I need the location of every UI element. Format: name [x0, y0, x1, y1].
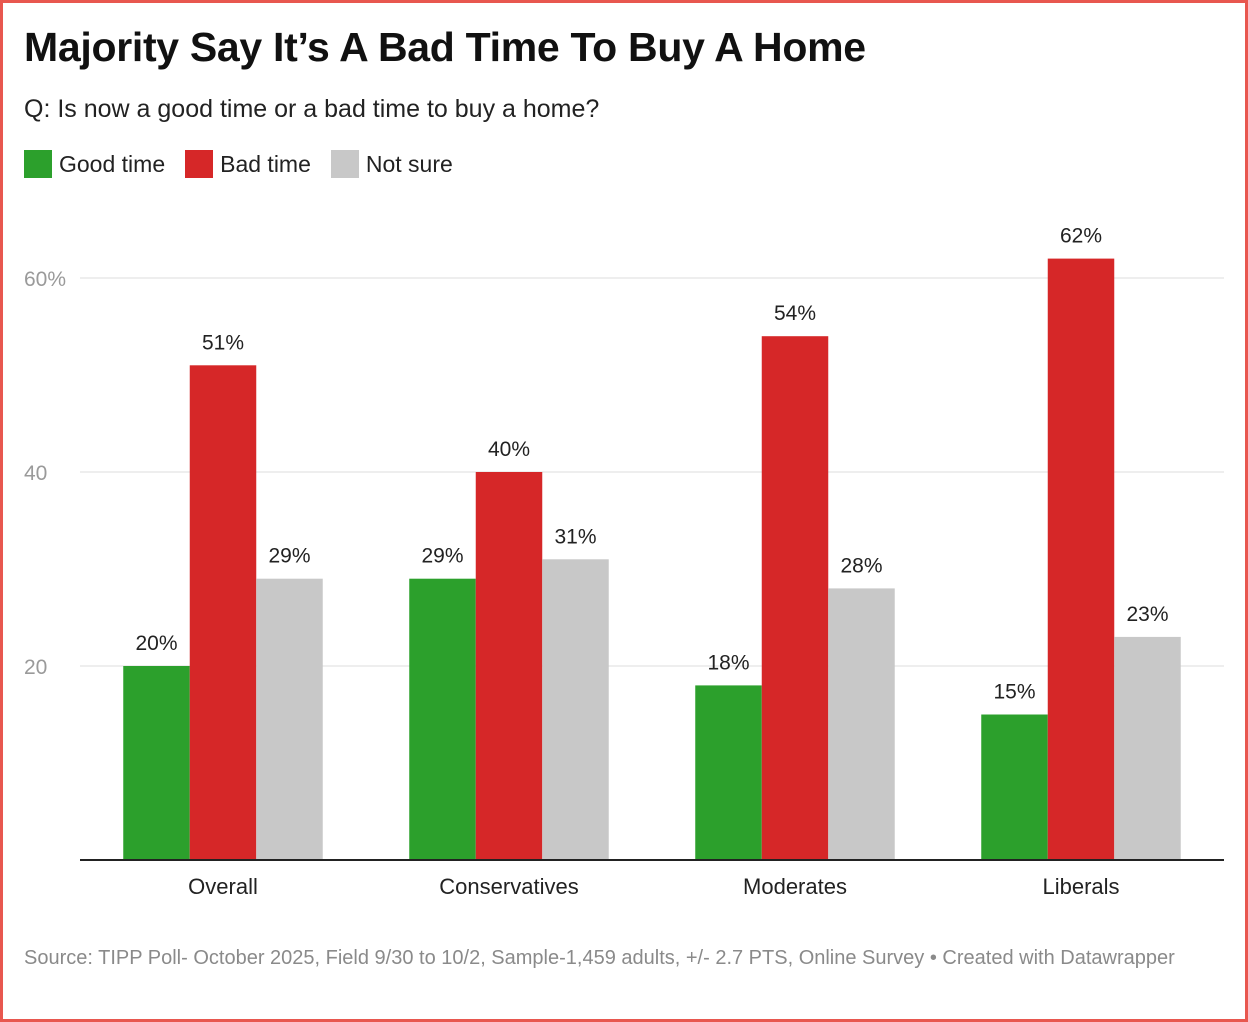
data-label-good-time-conservatives: 29% [421, 545, 463, 568]
legend-item-not-sure: Not sure [330, 150, 453, 178]
x-tick-label-moderates: Moderates [743, 874, 847, 899]
legend-swatch-not-sure [330, 150, 359, 178]
data-label-good-time-liberals: 15% [993, 681, 1035, 704]
bar-good-time-liberals [981, 714, 1048, 860]
bar-chart: 20 40 60% 20% 51% 29% Overall 29% 40% 31% Conserva… [24, 225, 1224, 899]
bar-not-sure-liberals [1114, 636, 1181, 860]
data-label-not-sure-conservatives: 31% [554, 525, 596, 548]
bar-not-sure-moderates [828, 588, 895, 860]
legend: Good time Bad time Not sure [24, 150, 453, 178]
x-tick-label-conservatives: Conservatives [439, 874, 578, 899]
data-label-bad-time-moderates: 54% [774, 302, 816, 325]
data-label-not-sure-liberals: 23% [1126, 603, 1168, 626]
legend-label-good-time: Good time [59, 150, 166, 177]
data-label-bad-time-overall: 51% [202, 331, 244, 354]
data-label-bad-time-liberals: 62% [1060, 225, 1102, 248]
legend-swatch-good-time [24, 150, 52, 178]
bar-bad-time-moderates [761, 336, 829, 860]
x-tick-label-liberals: Liberals [1042, 874, 1119, 899]
bar-bad-time-overall [189, 365, 257, 860]
data-label-bad-time-conservatives: 40% [488, 438, 530, 461]
data-label-not-sure-moderates: 28% [840, 554, 882, 577]
bar-not-sure-conservatives [542, 559, 609, 860]
bar-bad-time-liberals [1047, 258, 1115, 861]
y-tick-label-60: 60% [24, 268, 66, 291]
legend-label-not-sure: Not sure [365, 150, 453, 177]
data-label-not-sure-overall: 29% [268, 545, 310, 568]
data-label-good-time-overall: 20% [135, 632, 177, 655]
data-label-good-time-moderates: 18% [707, 651, 749, 674]
x-tick-label-overall: Overall [188, 874, 258, 899]
legend-item-good-time: Good time [24, 150, 165, 178]
source-note: Source: TIPP Poll- October 2025, Field 9… [24, 947, 1175, 969]
bar-good-time-conservatives [409, 578, 476, 860]
legend-swatch-bad-time [185, 150, 214, 178]
legend-item-bad-time: Bad time [185, 150, 311, 178]
bar-not-sure-overall [256, 578, 323, 860]
bar-good-time-moderates [695, 685, 762, 860]
chart-subtitle: Q: Is now a good time or a bad time to b… [24, 95, 600, 123]
bar-good-time-overall [123, 666, 190, 860]
legend-label-bad-time: Bad time [220, 150, 311, 177]
chart-title: Majority Say It’s A Bad Time To Buy A Ho… [24, 24, 866, 70]
bar-bad-time-conservatives [475, 472, 543, 860]
y-tick-label-40: 40 [24, 462, 47, 485]
y-tick-label-20: 20 [24, 656, 47, 679]
